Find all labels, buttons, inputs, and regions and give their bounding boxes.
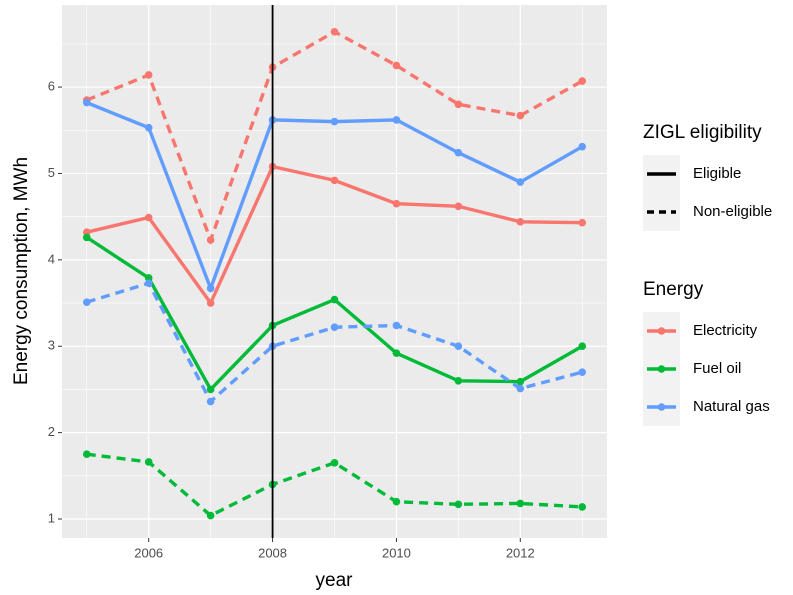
data-point: [516, 377, 525, 386]
legend-label: Fuel oil: [693, 360, 741, 377]
data-point: [144, 123, 153, 132]
data-point: [206, 299, 215, 307]
data-point: [578, 342, 587, 351]
data-point: [144, 458, 153, 466]
data-point: [206, 284, 215, 293]
data-point: [578, 368, 587, 376]
y-tick-label: 4: [48, 251, 55, 266]
legend-swatch: [657, 365, 666, 373]
x-axis-title: year: [316, 570, 354, 591]
x-tick-label: 2008: [258, 545, 287, 560]
legend-swatch: [657, 327, 666, 335]
legend-title: ZIGL eligibility: [643, 122, 762, 143]
data-point: [454, 376, 463, 385]
data-point: [206, 511, 215, 520]
data-point: [330, 117, 339, 126]
data-point: [392, 61, 401, 70]
data-point: [578, 142, 587, 151]
data-point: [144, 71, 153, 79]
data-point: [206, 236, 215, 244]
data-point: [454, 500, 463, 509]
data-point: [578, 503, 587, 511]
data-point: [144, 279, 153, 287]
legend-label: Electricity: [693, 322, 758, 339]
legend-label: Non-eligible: [693, 203, 772, 220]
data-point: [82, 233, 91, 242]
data-point: [392, 349, 401, 357]
data-point: [144, 213, 153, 222]
legend-title: Energy: [643, 279, 704, 300]
data-point: [454, 342, 463, 351]
data-point: [392, 199, 401, 208]
y-tick-label: 6: [48, 79, 55, 94]
data-point: [578, 218, 587, 227]
data-point: [392, 321, 401, 330]
x-tick-label: 2010: [382, 545, 411, 560]
data-point: [516, 111, 525, 120]
legend-label: Eligible: [693, 165, 741, 182]
y-tick-label: 3: [48, 338, 55, 353]
y-tick-label: 5: [48, 165, 55, 180]
y-axis-title: Energy consumption, MWh: [11, 157, 32, 385]
data-point: [392, 497, 401, 506]
data-point: [330, 295, 339, 304]
data-point: [82, 98, 91, 107]
data-point: [454, 202, 463, 211]
legend-swatch: [657, 403, 666, 411]
data-point: [454, 148, 463, 157]
x-tick-label: 2006: [134, 545, 163, 560]
data-point: [516, 384, 525, 393]
data-point: [330, 176, 339, 185]
data-point: [206, 385, 215, 394]
y-tick-label: 2: [48, 424, 55, 439]
series-line: [86, 452, 583, 518]
data-point: [454, 100, 463, 109]
x-tick-label: 2012: [506, 545, 535, 560]
y-tick-label: 1: [48, 510, 55, 525]
data-point: [206, 397, 215, 406]
data-point: [516, 218, 525, 226]
legend-label: Natural gas: [693, 398, 770, 415]
data-point: [516, 178, 525, 186]
data-point: [578, 77, 587, 85]
data-point: [330, 323, 339, 332]
data-point: [82, 450, 91, 459]
data-point: [516, 499, 525, 508]
data-point: [82, 298, 91, 306]
data-point: [392, 116, 401, 124]
data-point: [330, 27, 339, 36]
data-point: [330, 459, 339, 467]
